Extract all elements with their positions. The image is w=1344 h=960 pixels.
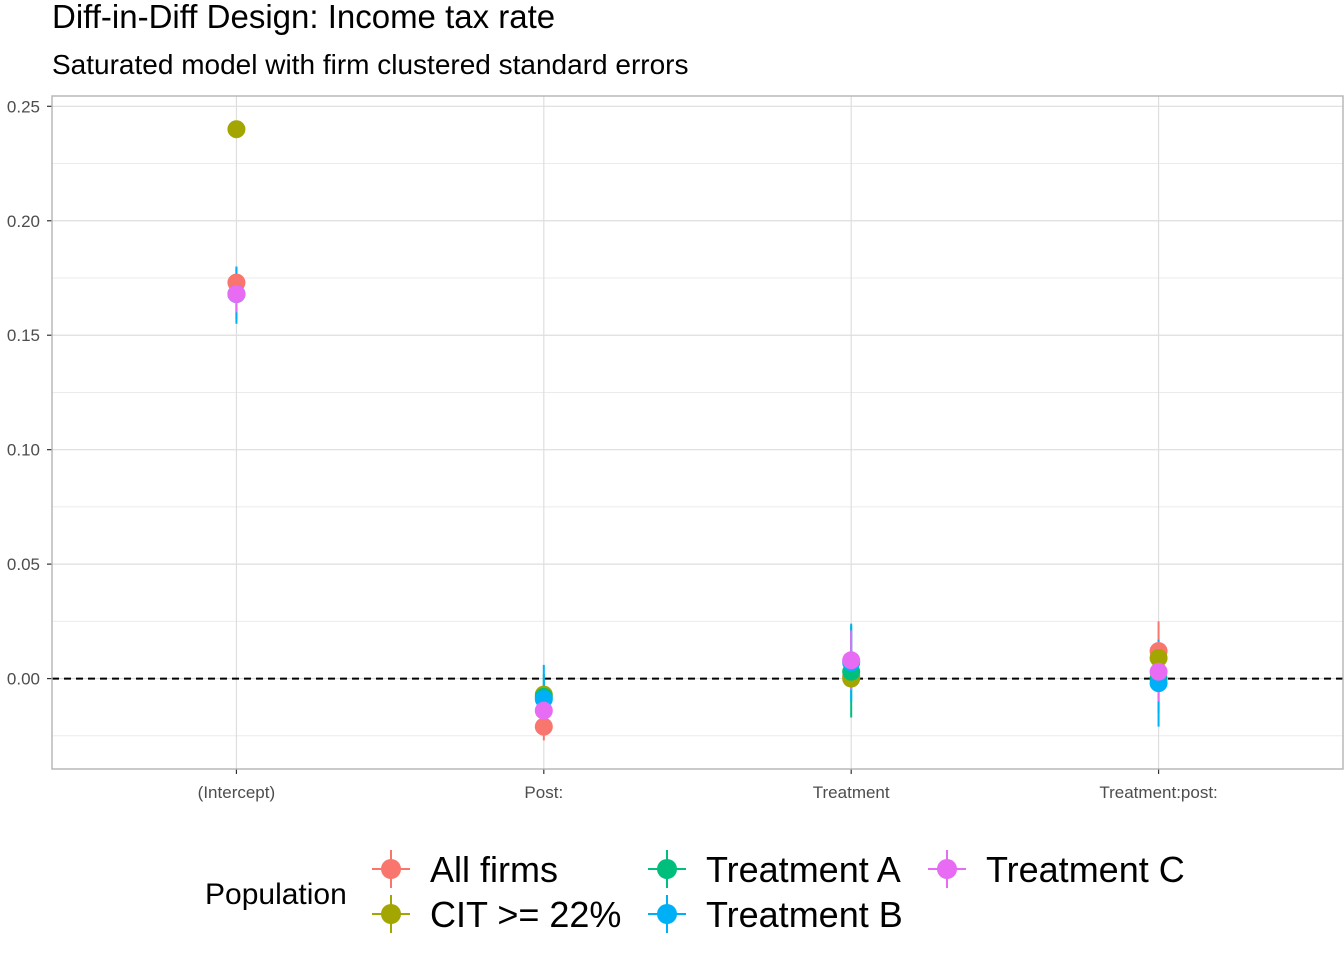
x-tick-label: (Intercept) xyxy=(198,783,275,802)
x-tick-label: Treatment xyxy=(813,783,890,802)
legend-label: Treatment A xyxy=(706,849,901,890)
y-tick-label: 0.10 xyxy=(7,441,40,460)
y-axis-ticks: 0.00 0.05 0.10 0.15 0.20 0.25 xyxy=(7,97,52,689)
y-tick-label: 0.15 xyxy=(7,326,40,345)
chart-subtitle: Saturated model with firm clustered stan… xyxy=(52,49,689,80)
x-axis-ticks: (Intercept) Post: Treatment Treatment:post: xyxy=(198,769,1218,802)
plot-marks xyxy=(227,120,1168,741)
minor-gridlines xyxy=(52,163,1343,737)
x-tick-label: Post: xyxy=(524,783,563,802)
point-estimate xyxy=(1149,648,1168,667)
point-estimate xyxy=(1149,662,1168,681)
legend-label: CIT >= 22% xyxy=(430,894,621,935)
legend-title: Population xyxy=(205,878,347,911)
point-estimate xyxy=(227,120,246,139)
y-tick-label: 0.25 xyxy=(7,97,40,116)
legend-key-point xyxy=(381,859,401,879)
panel-border xyxy=(51,95,1344,770)
point-estimate xyxy=(842,651,861,670)
legend-label: Treatment B xyxy=(706,894,903,935)
x-tick-label: Treatment:post: xyxy=(1099,783,1217,802)
legend-label: All firms xyxy=(430,849,558,890)
y-tick-label: 0.20 xyxy=(7,212,40,231)
chart-title: Diff-in-Diff Design: Income tax rate xyxy=(52,0,555,35)
legend-key-point xyxy=(657,859,677,879)
y-tick-label: 0.00 xyxy=(7,670,40,689)
point-estimate xyxy=(534,717,553,736)
legend-key-point xyxy=(657,904,677,924)
legend-key-point xyxy=(381,904,401,924)
legend-key-point xyxy=(937,859,957,879)
point-estimate xyxy=(227,285,246,304)
point-estimate xyxy=(534,701,553,720)
legend-label: Treatment C xyxy=(986,849,1185,890)
y-tick-label: 0.05 xyxy=(7,555,40,574)
major-gridlines xyxy=(52,96,1343,769)
